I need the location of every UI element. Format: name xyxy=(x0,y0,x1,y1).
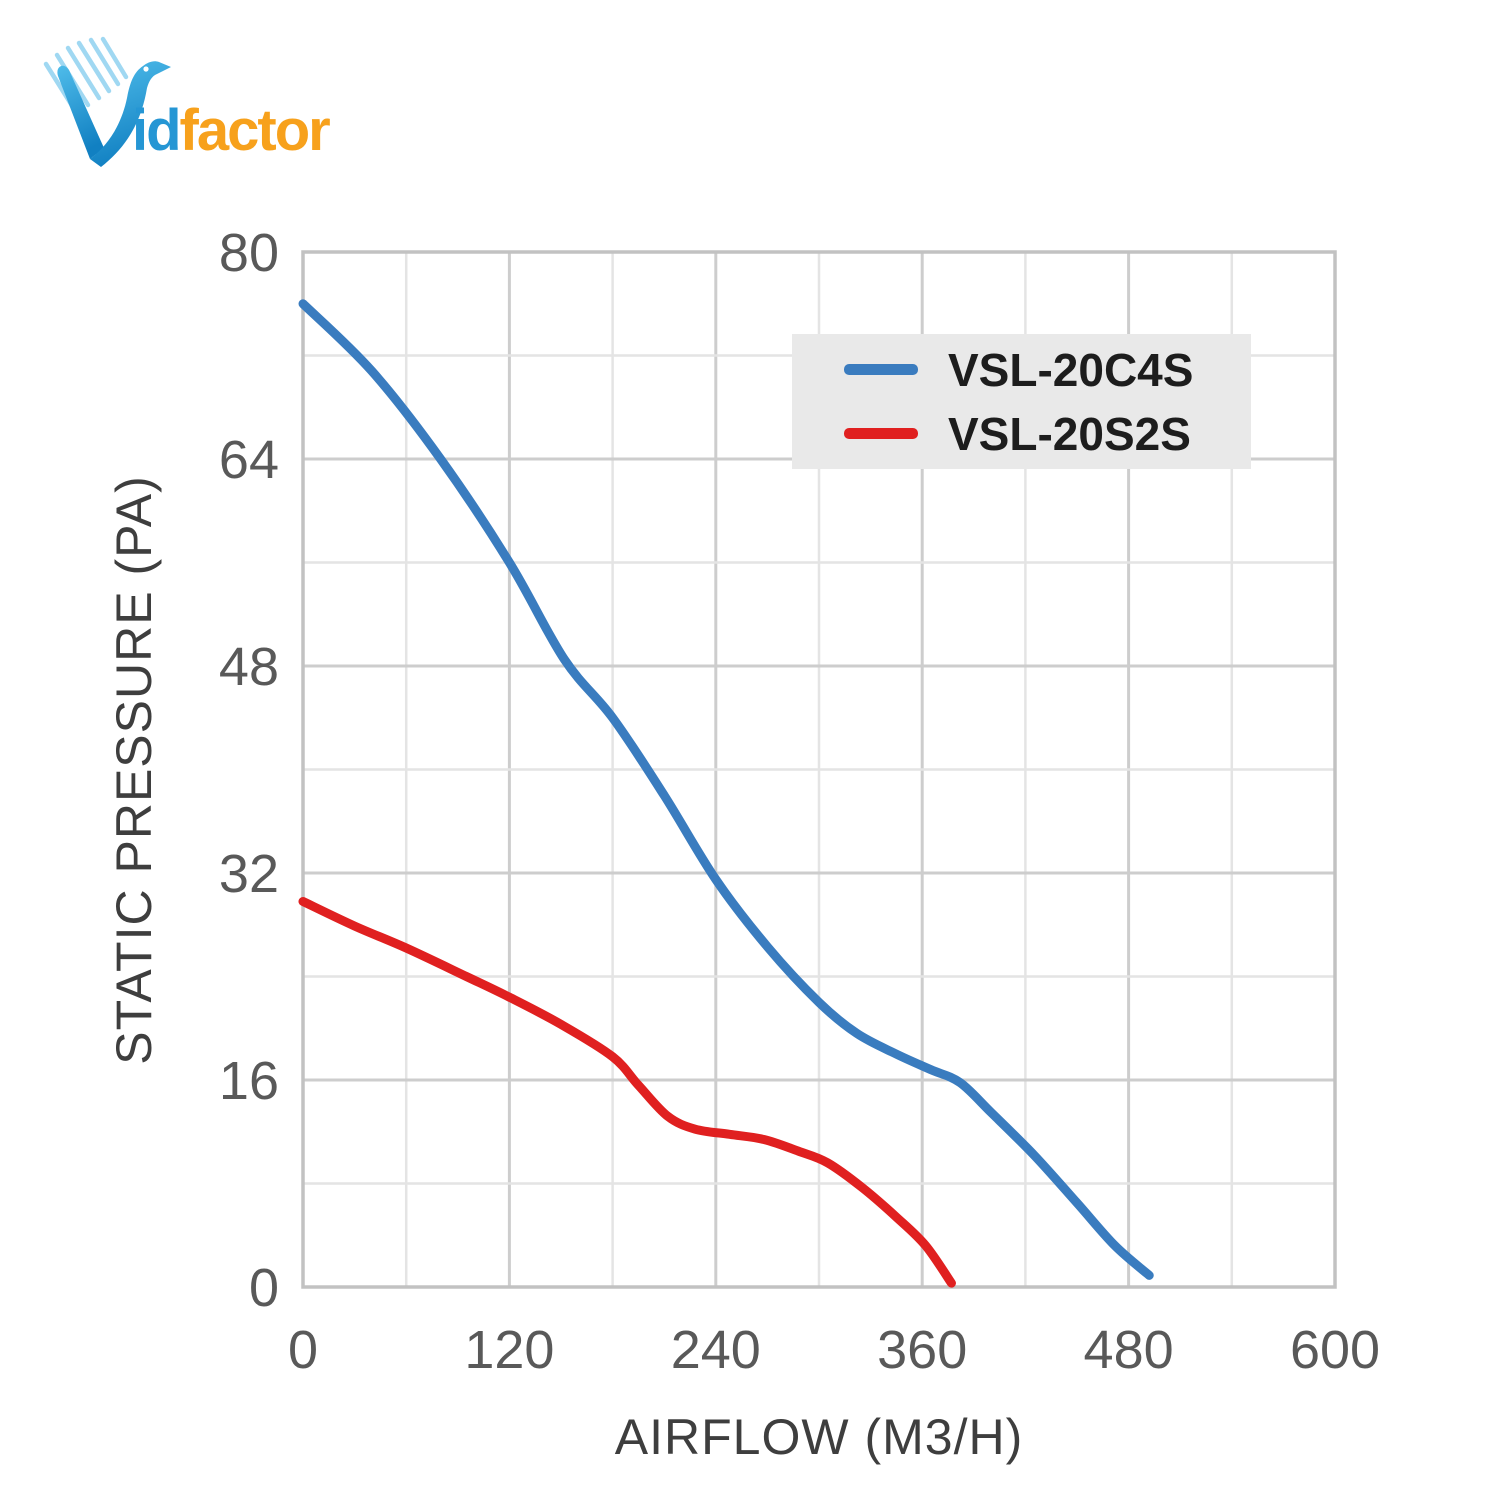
x-tick-label: 360 xyxy=(877,1320,967,1380)
y-tick-label: 64 xyxy=(219,430,279,490)
plot-border xyxy=(301,250,1337,1289)
legend-label: VSL-20S2S xyxy=(948,407,1191,460)
x-tick-label: 120 xyxy=(464,1320,554,1380)
legend-item: VSL-20C4S xyxy=(792,338,1251,402)
y-tick-label: 80 xyxy=(219,223,279,283)
brand-name: idfactor xyxy=(132,102,331,160)
logo-text-id: id xyxy=(132,98,182,163)
logo-text-factor: factor xyxy=(179,98,331,163)
bird-logo-icon xyxy=(43,36,171,167)
legend-label: VSL-20C4S xyxy=(948,343,1194,396)
y-tick-label: 0 xyxy=(249,1258,279,1318)
brand-logo: idfactor xyxy=(40,26,420,191)
series-color-swatch xyxy=(844,364,918,375)
legend-item: VSL-20S2S xyxy=(792,402,1251,466)
y-tick-label: 48 xyxy=(219,637,279,697)
series-color-swatch xyxy=(844,428,918,439)
x-tick-label: 600 xyxy=(1290,1320,1380,1380)
series-curve-VSL-20S2S xyxy=(298,896,956,1288)
y-tick-label: 16 xyxy=(219,1051,279,1111)
legend: VSL-20C4S VSL-20S2S xyxy=(792,334,1251,469)
x-axis-title: AIRFLOW (M3/H) xyxy=(614,1409,1024,1465)
y-tick-label: 32 xyxy=(219,844,279,904)
series-curve-VSL-20C4S xyxy=(298,299,1154,1280)
y-axis-title: STATIC PRESSURE (PA) xyxy=(106,475,162,1065)
x-tick-label: 240 xyxy=(671,1320,761,1380)
x-tick-label: 0 xyxy=(288,1320,318,1380)
x-tick-label: 480 xyxy=(1084,1320,1174,1380)
